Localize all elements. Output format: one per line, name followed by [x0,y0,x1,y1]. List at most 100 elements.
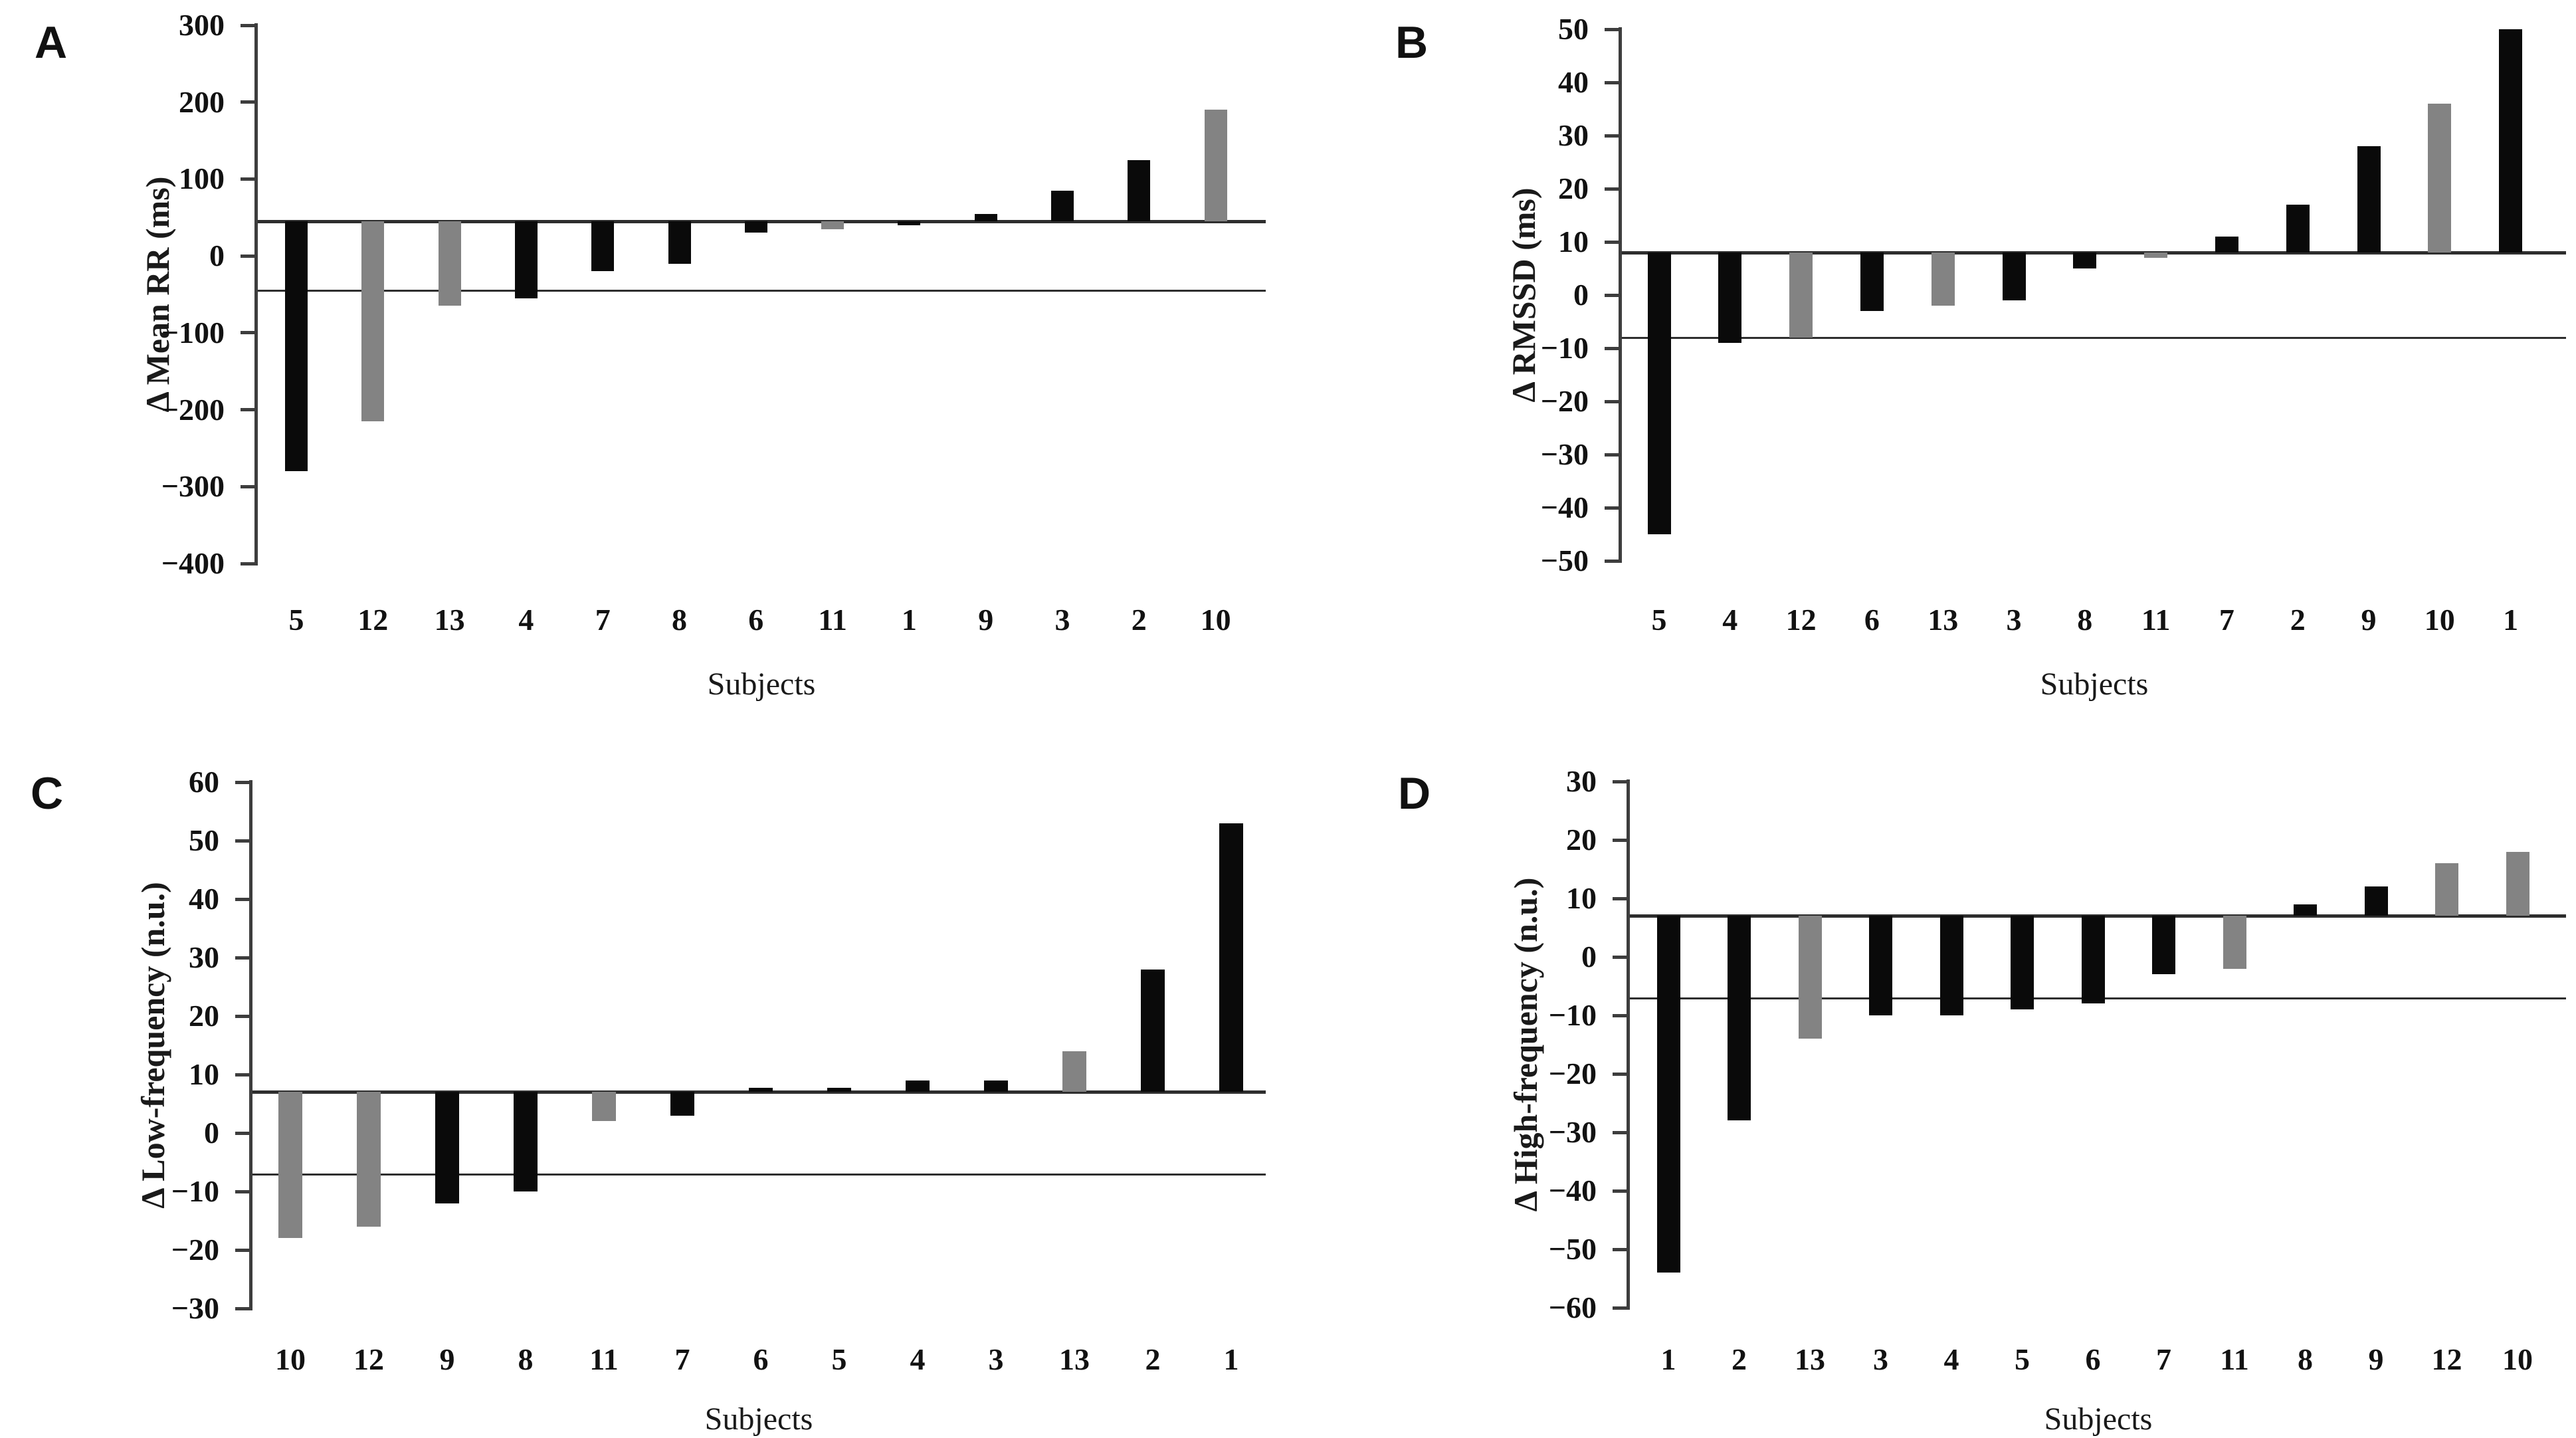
panel-c-bar-subject-7 [670,1092,694,1116]
panel-b-y-tick [1605,80,1622,84]
panel-a-y-tick-label: 300 [179,8,225,42]
panel-c-x-tick-label: 13 [1059,1342,1090,1376]
panel-b-x-axis-label: Subjects [2040,667,2149,702]
panel-a-y-tick-label: 100 [179,161,225,196]
panel-a-bar-subject-5 [285,221,308,472]
panel-b-y-tick [1605,399,1622,403]
panel-a-x-tick-label: 2 [1131,603,1147,637]
panel-a-letter: A [35,17,68,68]
panel-b-x-tick-label: 10 [2424,603,2455,637]
panel-b-y-tick-label: −30 [1540,437,1589,471]
panel-a-y-tick-label: −200 [161,392,225,427]
panel-b-x-tick-label: 1 [2503,603,2519,637]
panel-d-x-tick-label: 11 [2220,1342,2249,1376]
panel-c-y-tick-label: 40 [189,882,219,916]
panel-b-y-tick-label: −20 [1540,384,1589,418]
panel-c-y-tick [235,1014,252,1018]
panel-a-x-tick-label: 7 [595,603,611,637]
panel-d-x-tick-label: 7 [2156,1342,2171,1376]
panel-d-bar-subject-10 [2506,851,2529,916]
panel-b-y-tick [1605,506,1622,510]
panel-d-y-tick-label: −30 [1548,1115,1597,1149]
panel-a-x-tick-label: 8 [672,603,687,637]
panel-b-y-tick [1605,240,1622,244]
panel-a-y-tick [241,331,258,335]
panel-c-y-tick [235,956,252,960]
panel-b-x-tick-label: 8 [2077,603,2093,637]
panel-b-x-tick-label: 3 [2006,603,2022,637]
panel-a-bar-subject-1 [898,221,921,226]
panel-c-y-tick [235,1073,252,1077]
panel-d-y-tick [1613,838,1630,842]
panel-c-y-tick [235,897,252,901]
panel-d-y-tick [1613,1306,1630,1310]
panel-c-x-tick-label: 9 [439,1342,455,1376]
panel-a-x-tick-label: 9 [978,603,994,637]
panel-b-bar-subject-10 [2428,104,2452,253]
panel-b-bar-subject-2 [2286,205,2310,253]
panel-d-y-tick [1613,1247,1630,1251]
panel-a-bar-subject-12 [361,221,385,421]
panel-a-x-tick-label: 4 [518,603,534,637]
panel-d-x-tick-label: 8 [2298,1342,2313,1376]
panel-c-y-tick [235,1248,252,1252]
panel-b-y-tick [1605,453,1622,457]
panel-b-y-tick [1605,134,1622,138]
panel-a-y-tick [241,484,258,488]
panel-c-bar-subject-11 [592,1092,616,1122]
panel-b-x-tick-label: 5 [1651,603,1667,637]
panel-c-y-tick-label: −10 [171,1174,219,1208]
panel-c-bar-subject-12 [357,1092,381,1227]
panel-d-y-tick-label: −10 [1548,998,1597,1032]
panel-d-y-tick [1613,1189,1630,1193]
panel-a-bar-subject-7 [591,221,615,272]
panel-d-bar-subject-11 [2223,916,2246,969]
panel-c-y-tick [235,1131,252,1135]
panel-c-y-tick-label: −20 [171,1233,219,1267]
panel-c-letter: C [31,768,64,819]
panel-b-y-tick [1605,293,1622,297]
panel-d-y-tick-label: −50 [1548,1232,1597,1266]
panel-b-y-tick-label: 40 [1558,65,1589,99]
panel-b-x-tick-label: 9 [2361,603,2377,637]
panel-a-y-tick [241,177,258,181]
panel-a-x-tick-label: 5 [288,603,304,637]
panel-c-bar-subject-6 [749,1088,773,1092]
panel-a-y-tick [241,408,258,412]
panel-a-bar-subject-8 [668,221,691,264]
panel-d-x-tick-label: 9 [2368,1342,2384,1376]
panel-b-x-tick-label: 11 [2141,603,2171,637]
panel-b-x-tick-label: 4 [1722,603,1738,637]
panel-c-y-tick-label: 10 [189,1057,219,1091]
panel-a-bar-subject-6 [744,221,767,233]
panel-c-y-tick-label: 30 [189,940,219,974]
panel-a-y-tick-label: 0 [209,239,225,273]
panel-c-x-tick-label: 7 [674,1342,690,1376]
panel-d-bar-subject-4 [1939,916,1963,1015]
panel-c-y-tick [235,839,252,843]
panel-a-x-tick-label: 13 [434,603,465,637]
panel-b-y-tick-label: −50 [1540,544,1589,577]
panel-d-x-axis-label: Subjects [2044,1401,2153,1437]
panel-c-y-tick [235,1189,252,1193]
panel-c-bar-subject-10 [278,1092,302,1239]
panel-b-y-tick [1605,27,1622,31]
panel-a-bar-subject-11 [821,221,844,229]
panel-c-bar-subject-9 [435,1092,459,1203]
panel-b-bar-subject-11 [2144,253,2168,258]
panel-c-bar-subject-13 [1062,1051,1086,1092]
panel-b-lower-reference-line [1622,337,2566,339]
panel-c-y-tick-label: 50 [189,823,219,857]
panel-a-x-tick-label: 1 [901,603,917,637]
panel-c-x-tick-label: 3 [988,1342,1004,1376]
panel-d-x-tick-label: 12 [2431,1342,2462,1376]
panel-b-y-tick-label: 30 [1558,118,1589,152]
panel-c-x-axis-label: Subjects [704,1401,813,1437]
panel-b-y-tick [1605,559,1622,563]
panel-b-bar-subject-7 [2215,237,2238,253]
panel-d-bar-subject-9 [2364,886,2388,916]
panel-d-y-tick-label: −20 [1548,1057,1597,1090]
panel-b-y-tick-label: −10 [1540,331,1589,365]
panel-a-x-tick-label: 6 [748,603,764,637]
panel-b-y-tick [1605,346,1622,350]
